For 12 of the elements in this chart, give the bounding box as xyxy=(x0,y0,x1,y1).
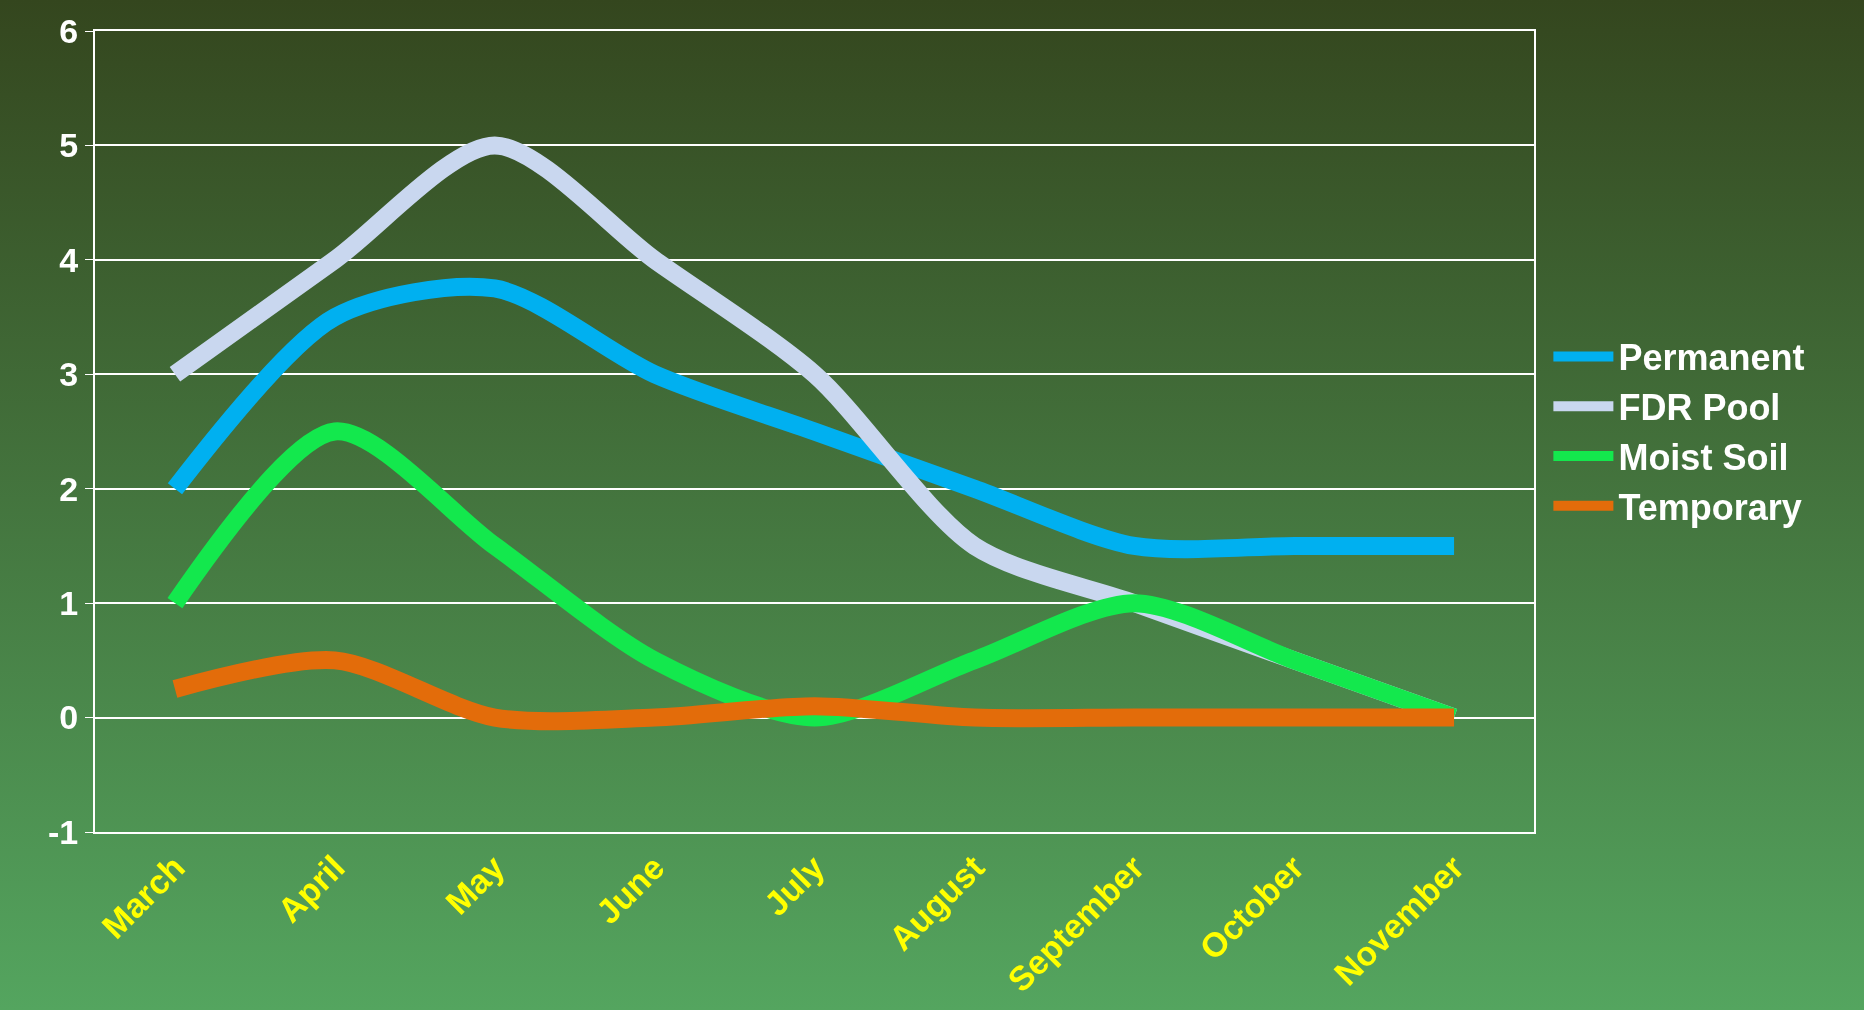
y-tick-label: 2 xyxy=(59,469,79,508)
y-tick-label: 0 xyxy=(59,698,79,737)
y-tick-label: 3 xyxy=(59,355,79,394)
legend-label: Moist Soil xyxy=(1618,437,1789,479)
y-tick-label: 6 xyxy=(59,11,79,50)
legend-label: FDR Pool xyxy=(1618,387,1781,429)
legend-label: Permanent xyxy=(1618,337,1805,379)
y-tick-label: 5 xyxy=(59,126,79,165)
y-tick-label: 4 xyxy=(59,240,79,279)
y-tick-label: -1 xyxy=(47,812,79,851)
legend-label: Temporary xyxy=(1618,486,1802,528)
y-tick-label: 1 xyxy=(59,584,79,623)
